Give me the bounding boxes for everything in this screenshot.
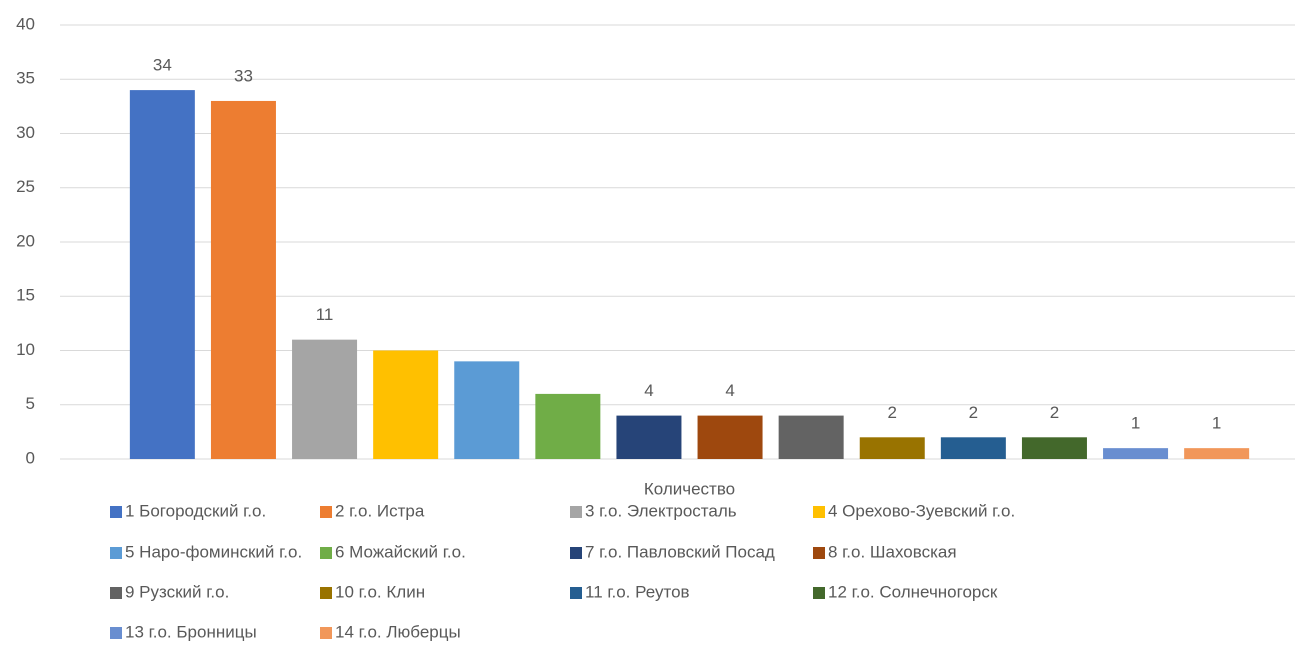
legend-swatch [813, 587, 825, 599]
y-tick-label: 40 [16, 14, 35, 33]
bar [778, 415, 844, 459]
legend-label: 2 г.о. Истра [335, 501, 425, 520]
bar [292, 339, 358, 459]
legend-swatch [320, 587, 332, 599]
legend-swatch [110, 547, 122, 559]
legend-label: 7 г.о. Павловский Посад [585, 542, 775, 561]
legend-label: 4 Орехово-Зуевский г.о. [828, 501, 1015, 520]
y-tick-label: 20 [16, 231, 35, 250]
legend-label: 8 г.о. Шаховская [828, 542, 957, 561]
bar [129, 90, 195, 459]
legend-swatch [570, 587, 582, 599]
bar [1103, 448, 1169, 459]
legend-swatch [320, 506, 332, 518]
y-tick-label: 25 [16, 177, 35, 196]
data-label: 34 [153, 56, 172, 75]
legend-label: 9 Рузский г.о. [125, 582, 229, 601]
legend-label: 12 г.о. Солнечногорск [828, 582, 998, 601]
legend-label: 5 Наро-фоминский г.о. [125, 542, 302, 561]
x-tick-label: Количество [644, 479, 735, 498]
legend-swatch [570, 547, 582, 559]
legend-label: 6 Можайский г.о. [335, 542, 466, 561]
legend-swatch [320, 627, 332, 639]
data-label: 2 [888, 403, 897, 422]
data-label: 2 [1050, 403, 1059, 422]
y-tick-label: 10 [16, 340, 35, 359]
legend-label: 13 г.о. Бронницы [125, 622, 257, 641]
bar [859, 437, 925, 459]
legend-swatch [570, 506, 582, 518]
legend-label: 11 г.о. Реутов [585, 582, 690, 601]
bar [616, 415, 682, 459]
y-tick-label: 30 [16, 123, 35, 142]
legend-label: 14 г.о. Люберцы [335, 622, 461, 641]
data-label: 4 [725, 381, 734, 400]
y-tick-label: 35 [16, 69, 35, 88]
data-label: 33 [234, 66, 253, 85]
data-label: 2 [969, 403, 978, 422]
legend-swatch [110, 627, 122, 639]
legend-swatch [320, 547, 332, 559]
bar [535, 393, 601, 459]
legend-label: 3 г.о. Электросталь [585, 501, 737, 520]
legend-swatch [110, 587, 122, 599]
legend-swatch [813, 547, 825, 559]
y-tick-label: 0 [26, 448, 35, 467]
legend-label: 10 г.о. Клин [335, 582, 425, 601]
data-label: 11 [316, 305, 334, 324]
bar [454, 361, 520, 459]
data-label: 1 [1131, 414, 1140, 433]
legend-swatch [110, 506, 122, 518]
bar [1021, 437, 1087, 459]
y-tick-label: 5 [26, 394, 35, 413]
legend-swatch [813, 506, 825, 518]
data-label: 4 [644, 381, 653, 400]
bar [210, 100, 276, 459]
bar [1184, 448, 1250, 459]
data-label: 1 [1212, 414, 1221, 433]
bar [373, 350, 439, 459]
bar [697, 415, 763, 459]
y-tick-label: 15 [16, 286, 35, 305]
bar [940, 437, 1006, 459]
legend-label: 1 Богородский г.о. [125, 501, 266, 520]
